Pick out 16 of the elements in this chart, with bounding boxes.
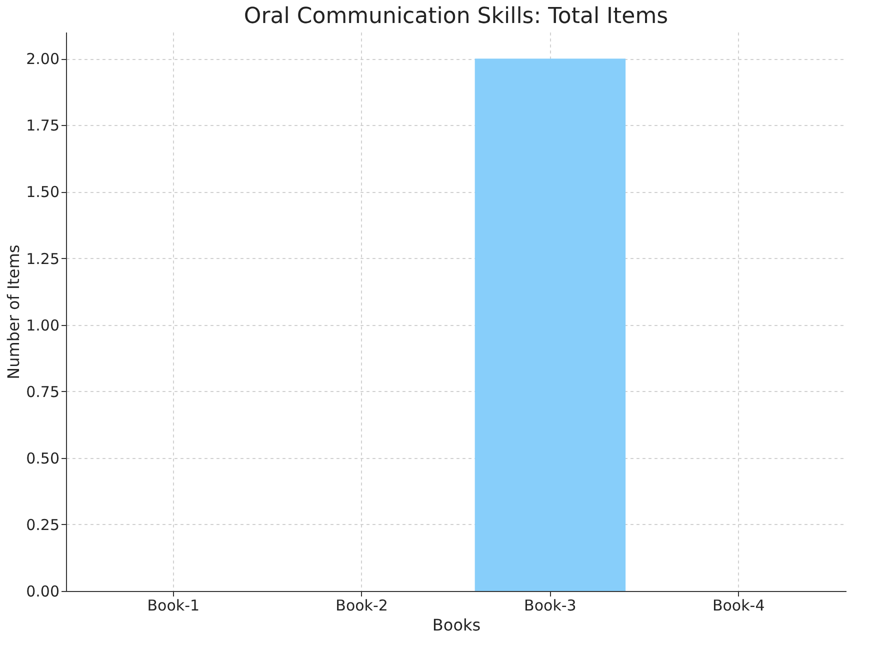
y-tick-label: 2.00 [26,50,60,68]
x-tick-label: Book-4 [712,596,765,614]
y-tick-label: 0.25 [26,516,60,534]
x-tick-label: Book-2 [336,596,388,614]
chart-title: Oral Communication Skills: Total Items [244,4,668,29]
x-tick-label: Book-1 [147,596,200,614]
y-tick-label: 0.50 [26,449,60,468]
y-axis-title: Number of Items [4,244,24,380]
y-tick-label: 1.75 [26,116,60,135]
y-tick-label: 1.00 [26,316,60,334]
x-tick-label: Book-3 [524,596,576,614]
y-tick-label: 1.50 [26,183,60,202]
y-tick-label: 0.75 [26,382,60,401]
x-axis-title: Books [432,616,481,634]
y-tick-label: 0.00 [26,582,60,600]
y-tick-label: 1.25 [26,250,60,268]
